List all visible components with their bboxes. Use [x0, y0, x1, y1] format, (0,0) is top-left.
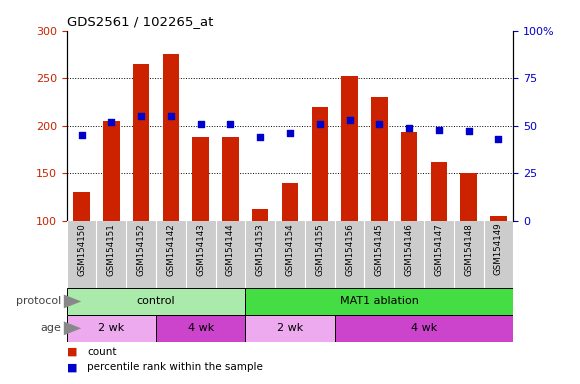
Text: ■: ■ [67, 347, 77, 357]
Text: GSM154151: GSM154151 [107, 223, 116, 276]
Text: GSM154150: GSM154150 [77, 223, 86, 276]
Point [494, 136, 503, 142]
Text: GSM154148: GSM154148 [464, 223, 473, 276]
Bar [222, 137, 238, 221]
Bar [103, 121, 119, 221]
Bar [401, 132, 417, 221]
Bar [133, 64, 149, 221]
Text: GSM154147: GSM154147 [434, 223, 443, 276]
Text: GSM154142: GSM154142 [166, 223, 175, 276]
Polygon shape [64, 321, 81, 335]
Text: control: control [137, 296, 175, 306]
FancyBboxPatch shape [67, 315, 156, 342]
Point [375, 121, 384, 127]
Text: GSM154146: GSM154146 [405, 223, 414, 276]
Point [345, 117, 354, 123]
Text: 4 wk: 4 wk [411, 323, 437, 333]
Text: percentile rank within the sample: percentile rank within the sample [87, 362, 263, 372]
Point [464, 128, 473, 134]
Text: GSM154149: GSM154149 [494, 223, 503, 275]
Polygon shape [64, 295, 81, 308]
Text: GSM154144: GSM154144 [226, 223, 235, 276]
Text: protocol: protocol [16, 296, 61, 306]
Point [404, 124, 414, 131]
Point [166, 113, 176, 119]
Point [136, 113, 146, 119]
Bar [431, 162, 447, 221]
Bar [163, 55, 179, 221]
Text: GSM154155: GSM154155 [316, 223, 324, 276]
Bar [342, 76, 358, 221]
Text: 4 wk: 4 wk [187, 323, 214, 333]
Bar [252, 209, 269, 221]
Text: count: count [87, 347, 117, 357]
Text: GSM154154: GSM154154 [285, 223, 295, 276]
FancyBboxPatch shape [156, 315, 245, 342]
Text: GSM154145: GSM154145 [375, 223, 384, 276]
Point [226, 121, 235, 127]
Text: 2 wk: 2 wk [277, 323, 303, 333]
Text: GSM154152: GSM154152 [137, 223, 146, 276]
Point [107, 119, 116, 125]
FancyBboxPatch shape [245, 288, 513, 315]
Bar [490, 216, 506, 221]
Bar [282, 183, 298, 221]
Text: MAT1 ablation: MAT1 ablation [340, 296, 419, 306]
FancyBboxPatch shape [335, 315, 513, 342]
Bar [193, 137, 209, 221]
Point [434, 126, 444, 132]
Text: GSM154156: GSM154156 [345, 223, 354, 276]
Point [77, 132, 86, 138]
Text: age: age [40, 323, 61, 333]
Point [196, 121, 205, 127]
Text: GSM154153: GSM154153 [256, 223, 264, 276]
Bar [461, 173, 477, 221]
FancyBboxPatch shape [67, 288, 245, 315]
Bar [74, 192, 90, 221]
Text: 2 wk: 2 wk [98, 323, 125, 333]
Bar [371, 97, 387, 221]
Point [256, 134, 265, 140]
FancyBboxPatch shape [245, 315, 335, 342]
Point [285, 130, 295, 136]
Text: GDS2561 / 102265_at: GDS2561 / 102265_at [67, 15, 213, 28]
Bar [311, 107, 328, 221]
Text: ■: ■ [67, 362, 77, 372]
Text: GSM154143: GSM154143 [196, 223, 205, 276]
Point [315, 121, 324, 127]
